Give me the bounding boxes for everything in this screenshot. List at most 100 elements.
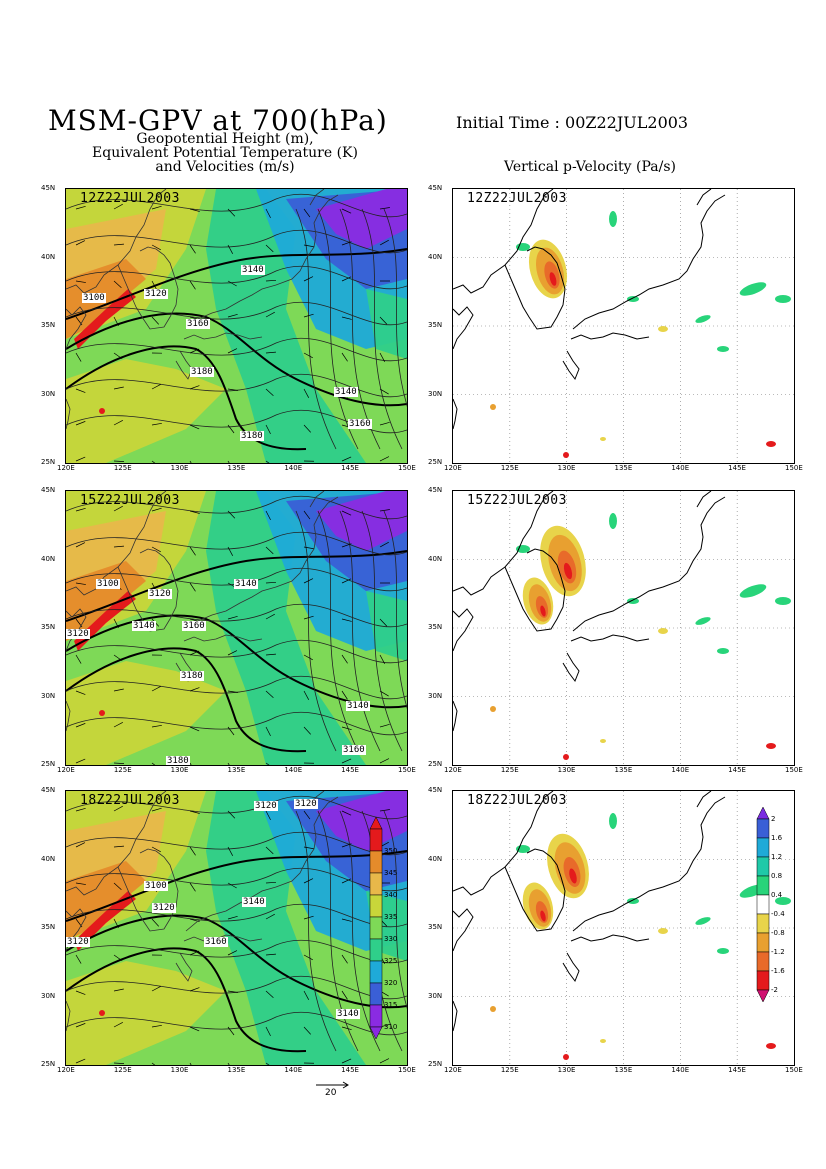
omega-field: [453, 189, 794, 463]
longitude-tick: 145E: [341, 464, 359, 472]
ept-field: [66, 189, 407, 463]
longitude-tick: 125E: [500, 464, 519, 472]
longitude-tick: 130E: [557, 766, 576, 774]
latitude-tick: 30N: [428, 691, 443, 700]
panel-time-label: 15Z22JUL2003: [467, 493, 567, 508]
latitude-tick: 40N: [41, 854, 56, 863]
longitude-tick: 145E: [728, 1066, 746, 1074]
longitude-tick: 120E: [444, 766, 462, 774]
ept-colorbar-label: 350: [384, 847, 398, 855]
latitude-tick: 25N: [428, 760, 443, 768]
omega-colorbar-label: 0.8: [771, 872, 783, 880]
ept-colorbar-label: 335: [384, 913, 398, 921]
panel-time-label: 18Z22JUL2003: [80, 793, 180, 808]
contour-label: 3160: [342, 745, 366, 755]
contour-label: 3140: [234, 579, 258, 589]
latitude-tick: 25N: [41, 458, 56, 466]
longitude-tick: 135E: [614, 1066, 633, 1074]
longitude-tick: 125E: [113, 464, 132, 472]
contour-label: 3140: [334, 387, 358, 397]
omega-colorbar-label: -2: [771, 986, 778, 994]
latitude-tick: 35N: [41, 623, 56, 631]
longitude-tick: 140E: [671, 766, 690, 774]
contour-label: 3120: [66, 629, 90, 639]
ept-colorbar-label: 340: [384, 891, 398, 899]
omega-colorbar-label: -1.6: [771, 967, 785, 975]
vector-reference-arrow: [316, 1081, 349, 1089]
omega-colorbar-label: -0.8: [771, 929, 785, 937]
longitude-tick: 135E: [227, 1066, 246, 1074]
longitude-tick: 150E: [398, 464, 416, 472]
latitude-tick: 45N: [428, 486, 443, 494]
longitude-tick: 120E: [57, 1066, 75, 1074]
longitude-tick: 145E: [341, 766, 359, 774]
latitude-tick: 40N: [428, 554, 443, 563]
contour-label: 3160: [186, 319, 210, 329]
initial-time: Initial Time : 00Z22JUL2003: [456, 113, 689, 132]
latitude-tick: 40N: [428, 252, 443, 261]
longitude-tick: 140E: [284, 1066, 303, 1074]
longitude-tick: 120E: [57, 766, 75, 774]
vector-reference-label: 20: [325, 1088, 337, 1098]
latitude-tick: 40N: [41, 252, 56, 261]
omega-colorbar-label: 1.2: [771, 853, 783, 861]
ept-field: [66, 491, 407, 765]
ept-colorbar: [369, 817, 383, 1040]
omega-field: [453, 791, 794, 1065]
longitude-tick: 130E: [557, 1066, 576, 1074]
longitude-tick: 125E: [113, 766, 132, 774]
contour-label: 3160: [182, 621, 206, 631]
left-subtitle-velocity: and Velocities (m/s): [155, 159, 295, 175]
contour-label: 3140: [132, 621, 156, 631]
latitude-tick: 45N: [428, 786, 443, 794]
longitude-tick: 135E: [614, 464, 633, 472]
longitude-tick: 140E: [671, 1066, 690, 1074]
contour-label: 3120: [148, 589, 172, 599]
contour-label: 3140: [241, 265, 265, 275]
latitude-tick: 30N: [41, 389, 56, 398]
omega-colorbar-label: -1.2: [771, 948, 785, 956]
omega-map-15z: 15Z22JUL2003: [452, 490, 795, 766]
contour-label: 3120: [66, 937, 90, 947]
latitude-tick: 45N: [41, 786, 56, 794]
longitude-tick: 120E: [57, 464, 75, 472]
latitude-tick: 45N: [41, 486, 56, 494]
longitude-tick: 130E: [170, 766, 189, 774]
contour-label: 3160: [204, 937, 228, 947]
longitude-tick: 140E: [284, 464, 303, 472]
contour-label: 3100: [82, 293, 106, 303]
longitude-tick: 135E: [614, 766, 633, 774]
longitude-tick: 125E: [500, 1066, 519, 1074]
omega-map-12z: 12Z22JUL2003: [452, 188, 795, 464]
latitude-tick: 35N: [428, 623, 443, 631]
longitude-tick: 120E: [444, 1066, 462, 1074]
contour-label: 3140: [242, 897, 266, 907]
contour-label: 3160: [348, 419, 372, 429]
contour-label: 3100: [96, 579, 120, 589]
longitude-tick: 150E: [398, 766, 416, 774]
latitude-tick: 25N: [428, 458, 443, 466]
contour-label: 3180: [190, 367, 214, 377]
contour-label: 3120: [144, 289, 168, 299]
longitude-tick: 145E: [728, 464, 746, 472]
contour-label: 3180: [240, 431, 264, 441]
latitude-tick: 35N: [428, 923, 443, 931]
longitude-tick: 130E: [170, 1066, 189, 1074]
longitude-tick: 145E: [728, 766, 746, 774]
latitude-tick: 30N: [428, 389, 443, 398]
panel-time-label: 12Z22JUL2003: [80, 191, 180, 206]
latitude-tick: 45N: [428, 184, 443, 192]
contour-label: 3180: [180, 671, 204, 681]
longitude-tick: 130E: [557, 464, 576, 472]
omega-map-18z: 18Z22JUL2003 2 1.6 1.2 0.8 0.4 -0.4 -0.8 -1.2 -1…: [452, 790, 795, 1066]
omega-colorbar-label: 1.6: [771, 834, 783, 842]
contour-label: 3120: [294, 799, 318, 809]
longitude-tick: 140E: [671, 464, 690, 472]
panel-time-label: 12Z22JUL2003: [467, 191, 567, 206]
ept-colorbar-label: 315: [384, 1001, 398, 1009]
ept-colorbar-label: 310: [384, 1023, 398, 1031]
omega-colorbar: [756, 807, 770, 1003]
omega-field: [453, 491, 794, 765]
main-title: MSM-GPV at 700(hPa): [48, 104, 388, 137]
contour-label: 3140: [346, 701, 370, 711]
